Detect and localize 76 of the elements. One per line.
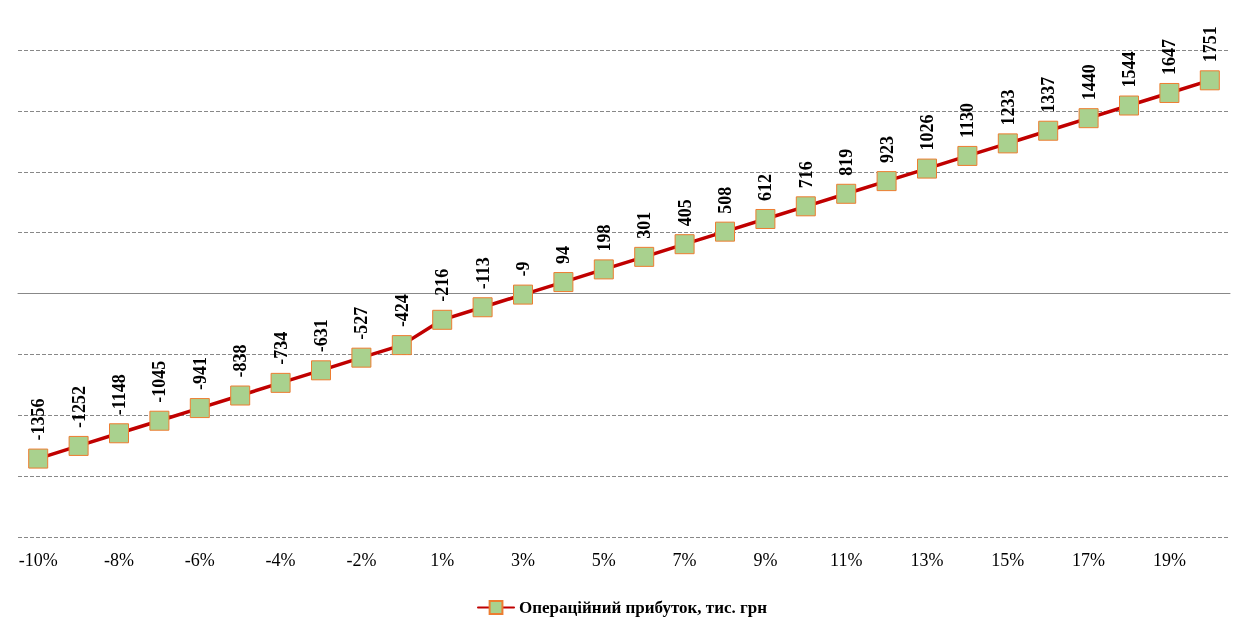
point — [674, 234, 695, 255]
x-tick-label: -10% — [18, 550, 58, 570]
data-label: -216 — [432, 268, 453, 302]
data-label: -113 — [472, 257, 493, 290]
point — [513, 284, 533, 305]
data-label: 1026 — [917, 114, 937, 151]
point — [1159, 82, 1180, 103]
point — [109, 423, 129, 444]
point — [68, 435, 89, 456]
point — [1199, 70, 1220, 91]
x-tick-label: 3% — [511, 550, 535, 570]
point — [957, 145, 978, 166]
point — [149, 410, 170, 431]
data-label: 1233 — [997, 89, 1018, 126]
point — [634, 246, 655, 267]
point — [230, 385, 251, 406]
point — [270, 372, 291, 393]
point — [876, 171, 897, 192]
point — [593, 259, 614, 280]
x-tick-label: -4% — [265, 550, 296, 570]
data-label: 1337 — [1038, 76, 1059, 113]
x-tick-label: -8% — [104, 550, 134, 570]
data-label: 198 — [593, 224, 614, 252]
point — [1078, 108, 1099, 129]
data-label: 405 — [674, 199, 695, 227]
data-label: 612 — [755, 173, 776, 201]
point — [351, 347, 372, 368]
x-tick-label: 19% — [1152, 550, 1186, 570]
x-tick-label: 9% — [753, 550, 778, 570]
point — [997, 133, 1018, 154]
data-label: 1130 — [957, 102, 978, 138]
data-label: 94 — [553, 246, 574, 265]
data-label: 1440 — [1078, 64, 1099, 101]
data-label: -631 — [311, 319, 331, 353]
point — [795, 196, 816, 217]
data-label: 508 — [715, 186, 735, 214]
point — [1038, 120, 1059, 141]
data-label: 301 — [634, 211, 655, 239]
data-label: -1356 — [28, 398, 49, 441]
point — [836, 183, 857, 204]
data-label: -734 — [270, 331, 291, 365]
point — [189, 398, 210, 419]
legend-label: Операційний прибуток, тис. грн — [519, 598, 768, 617]
point — [391, 335, 412, 356]
data-label: -1252 — [68, 385, 89, 428]
x-tick-label: 1% — [430, 550, 455, 570]
data-label: -838 — [230, 344, 251, 378]
point — [1119, 95, 1139, 116]
point — [28, 448, 49, 469]
data-label: 1751 — [1199, 26, 1220, 63]
x-tick-label: 17% — [1072, 550, 1106, 570]
point — [311, 360, 331, 381]
data-label: 716 — [795, 161, 816, 189]
data-label: -527 — [351, 306, 372, 340]
point — [472, 297, 493, 318]
point — [553, 272, 574, 293]
x-tick-label: 15% — [991, 550, 1025, 570]
x-tick-label: 7% — [672, 550, 697, 570]
point — [755, 208, 776, 229]
data-label: 819 — [836, 148, 857, 176]
x-tick-label: -2% — [346, 550, 377, 570]
data-label: 923 — [876, 136, 897, 164]
point — [715, 221, 735, 242]
x-tick-label: 11% — [830, 550, 863, 570]
data-label: -1045 — [149, 360, 170, 403]
data-label: 1544 — [1119, 51, 1139, 88]
point — [917, 158, 937, 179]
data-label: -9 — [513, 261, 533, 277]
data-label: -941 — [189, 357, 210, 391]
x-tick-label: 13% — [910, 550, 944, 570]
x-tick-label: 5% — [591, 550, 616, 570]
data-label: -1148 — [109, 374, 129, 416]
data-label: 1647 — [1159, 38, 1180, 75]
data-label: -424 — [391, 294, 412, 328]
x-tick-label: -6% — [184, 550, 215, 570]
point — [432, 309, 453, 330]
